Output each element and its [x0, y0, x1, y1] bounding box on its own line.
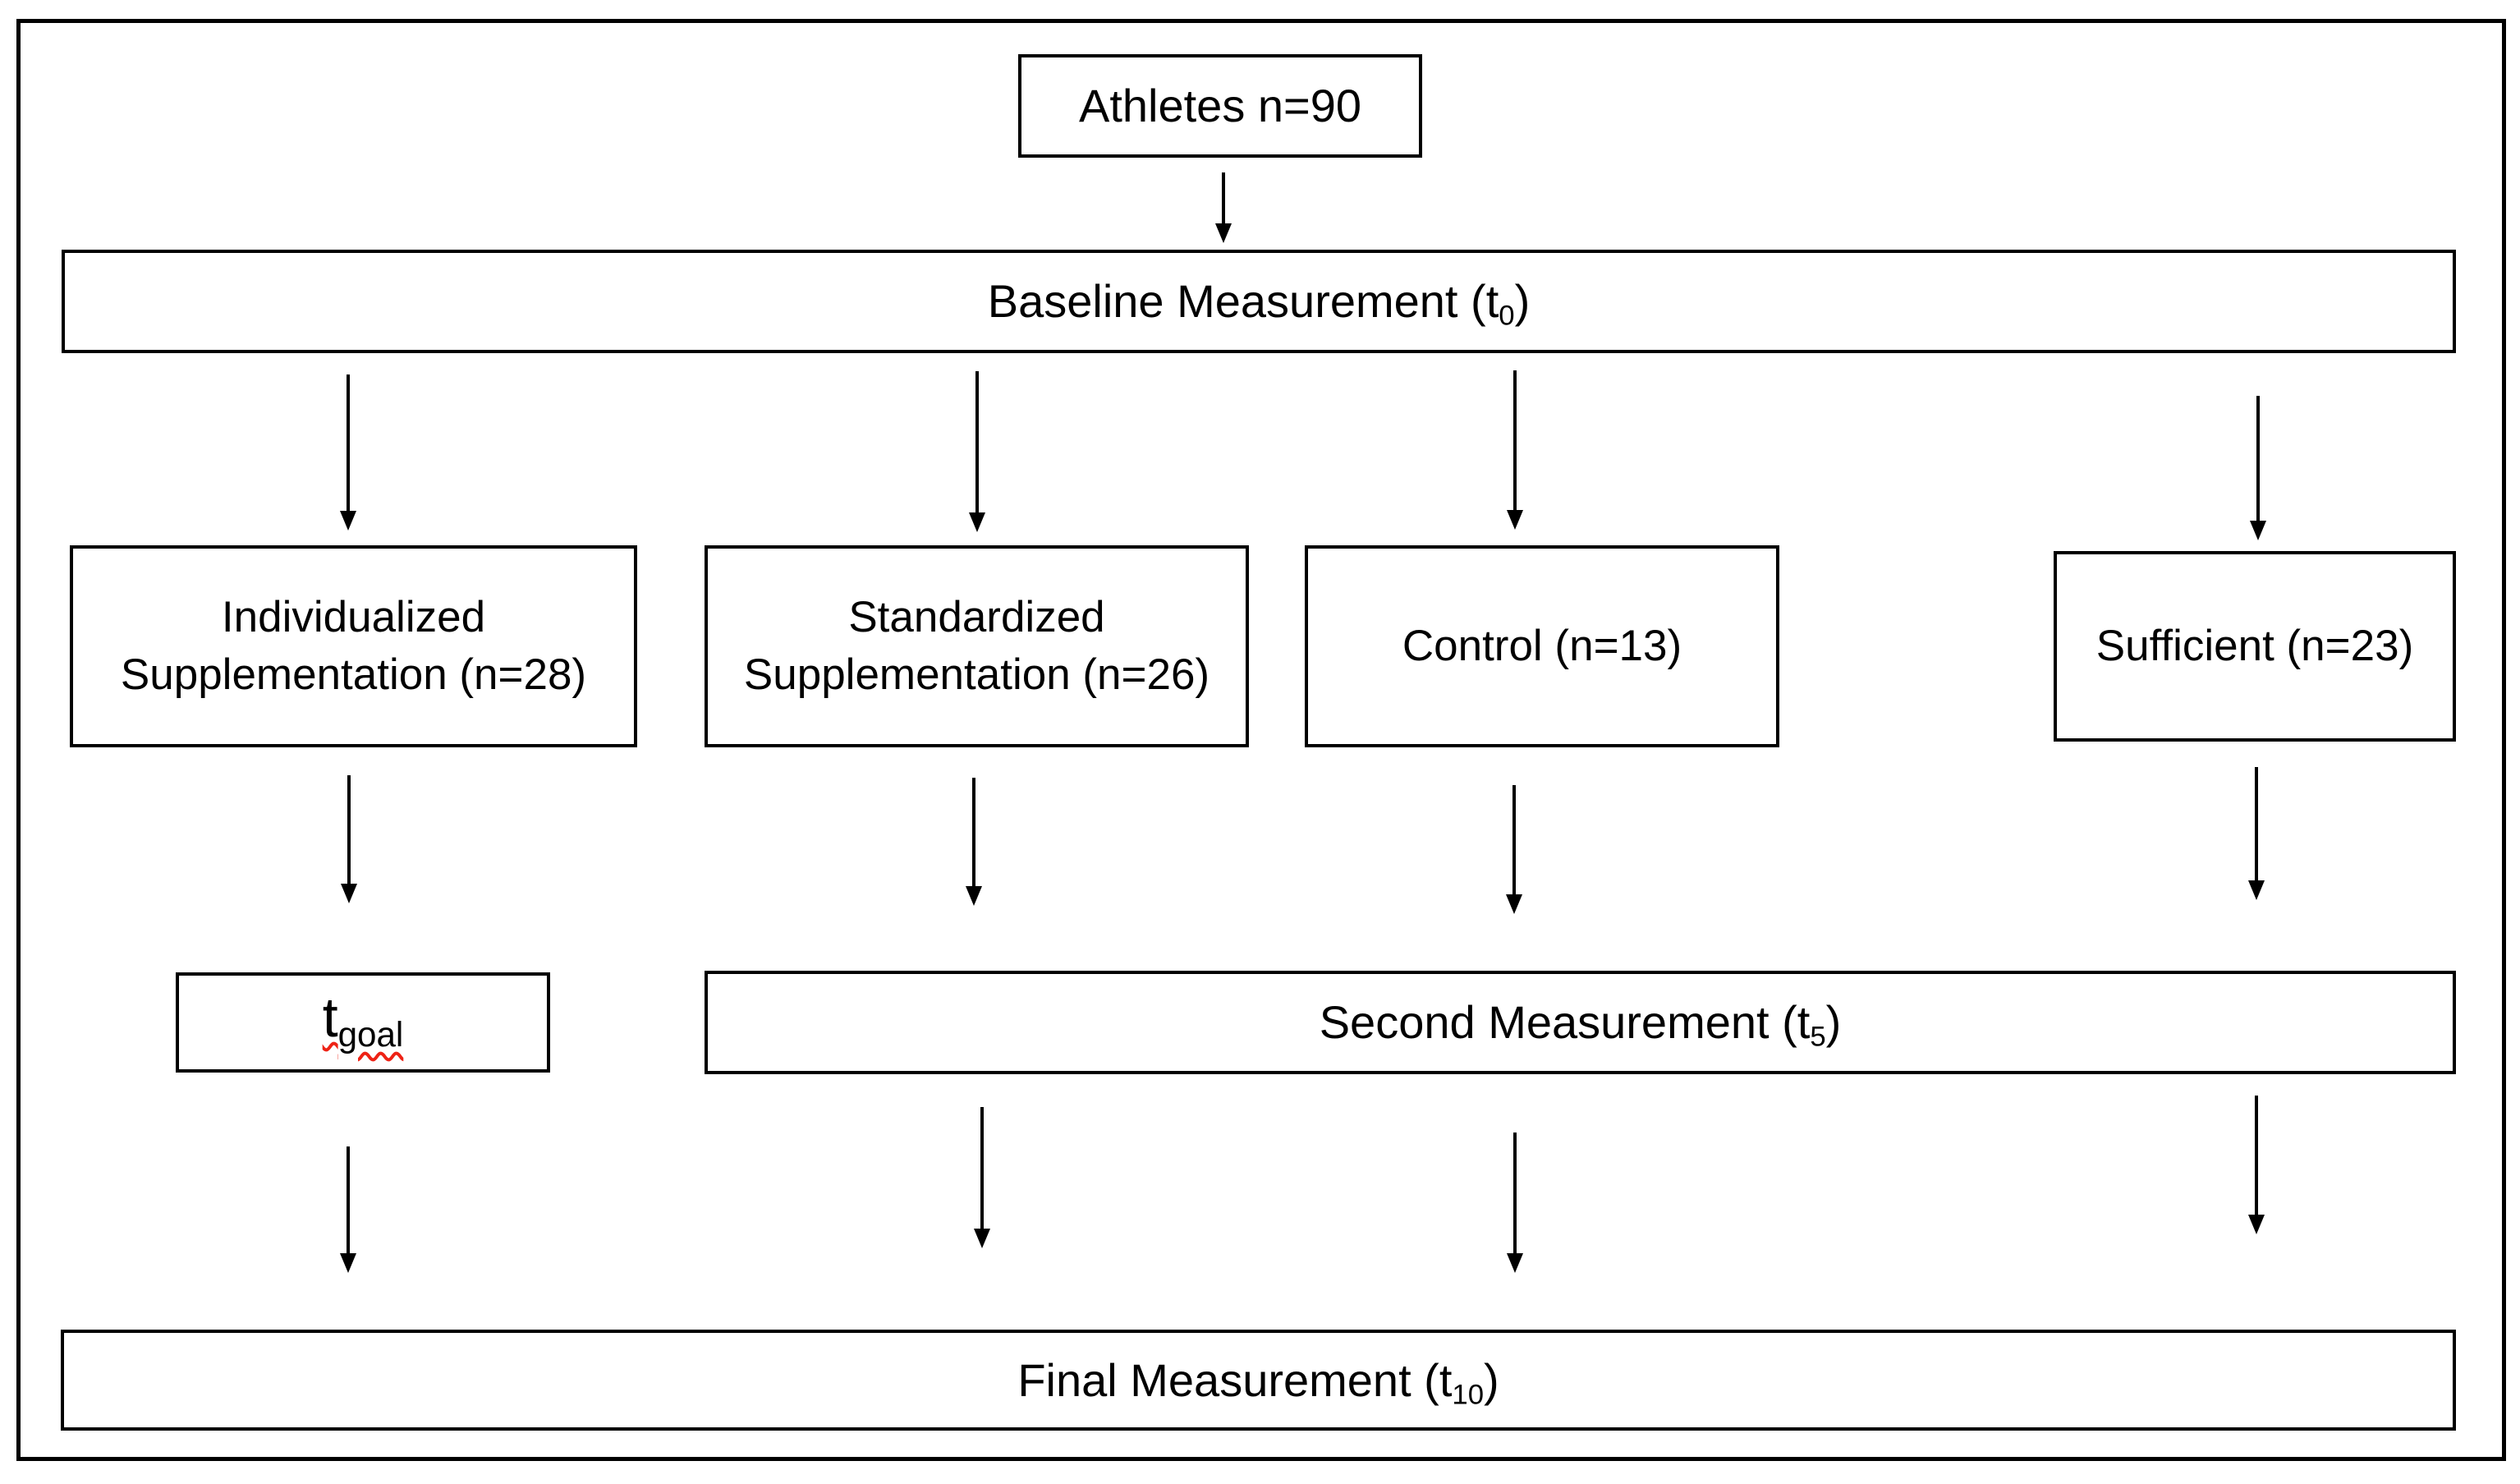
arrow-sufficient-to-second	[2248, 767, 2265, 900]
tgoal-base: t	[322, 986, 338, 1050]
box-final-measurement: Final Measurement (t10)	[61, 1330, 2456, 1431]
box-final-label: Final Measurement (t10)	[1017, 1353, 1499, 1411]
box-sufficient-group: Sufficient (n=23)	[2054, 551, 2456, 742]
arrow-individualized-to-tgoal	[341, 775, 357, 903]
box-individualized-label: Individualized Supplementation (n=28)	[120, 593, 587, 699]
box-individualized-supplementation: Individualized Supplementation (n=28)	[70, 545, 637, 747]
box-control-label: Control (n=13)	[1402, 622, 1682, 671]
arrow-tgoal-to-final	[340, 1146, 356, 1273]
box-baseline-measurement: Baseline Measurement (t0)	[62, 250, 2456, 353]
box-second-measurement: Second Measurement (t5)	[705, 971, 2456, 1074]
box-standardized-supplementation: Standardized Supplementation (n=26)	[705, 545, 1249, 747]
box-tgoal: tgoal	[176, 972, 550, 1073]
box-control-group: Control (n=13)	[1305, 545, 1779, 747]
arrow-athletes-to-baseline	[1215, 172, 1232, 243]
arrow-second-left-to-final	[974, 1107, 990, 1248]
box-baseline-label: Baseline Measurement (t0)	[987, 275, 1531, 332]
arrow-control-to-second	[1506, 785, 1522, 914]
arrow-baseline-to-control	[1507, 370, 1523, 530]
tgoal-subscript: goal	[337, 1014, 404, 1054]
baseline-subscript: 0	[1499, 300, 1515, 332]
box-tgoal-label: tgoal	[323, 981, 404, 1055]
second-subscript: 5	[1810, 1021, 1826, 1053]
box-standardized-label: Standardized Supplementation (n=26)	[743, 593, 1210, 699]
arrow-standardized-to-second	[966, 778, 982, 906]
arrow-baseline-to-sufficient	[2250, 396, 2266, 540]
diagram-outer-border	[16, 19, 2506, 1461]
final-subscript: 10	[1452, 1379, 1485, 1411]
arrow-baseline-to-standardized	[969, 371, 985, 532]
box-second-label: Second Measurement (t5)	[1319, 996, 1842, 1053]
box-athletes-label: Athletes n=90	[1078, 80, 1362, 132]
arrow-baseline-to-individualized	[340, 374, 356, 531]
box-sufficient-label: Sufficient (n=23)	[2095, 622, 2414, 671]
arrow-second-mid-to-final	[1507, 1133, 1523, 1273]
box-athletes: Athletes n=90	[1018, 54, 1422, 158]
arrow-second-right-to-final	[2248, 1096, 2265, 1234]
